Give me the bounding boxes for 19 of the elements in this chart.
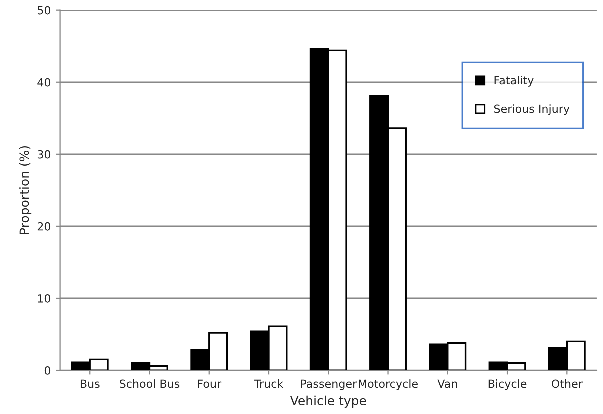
y-tick-label: 30 <box>38 150 51 159</box>
legend-label: Serious Injury <box>494 104 570 116</box>
x-tick-label: Motorcycle <box>359 380 418 390</box>
x-tick-label: Passenger <box>301 380 358 390</box>
x-axis-title: Vehicle type <box>290 396 366 408</box>
x-tick-label: School Bus <box>120 380 180 388</box>
x-tick-label: Bus <box>80 380 100 388</box>
y-tick-label: 40 <box>38 78 51 87</box>
x-tick-label: Four <box>198 380 222 388</box>
x-tick-label: Van <box>438 380 458 388</box>
legend-label: Fatality <box>494 76 534 87</box>
x-tick-label: Other <box>552 380 583 388</box>
y-axis-title: Proportion (%) <box>19 146 32 234</box>
y-tick-label: 0 <box>44 366 51 375</box>
y-tick-label: 10 <box>38 294 51 303</box>
x-tick-label: Truck <box>254 380 284 388</box>
x-tick-label: Bicycle <box>488 380 527 390</box>
y-tick-label: 20 <box>38 222 51 231</box>
y-tick-label: 50 <box>38 6 51 15</box>
